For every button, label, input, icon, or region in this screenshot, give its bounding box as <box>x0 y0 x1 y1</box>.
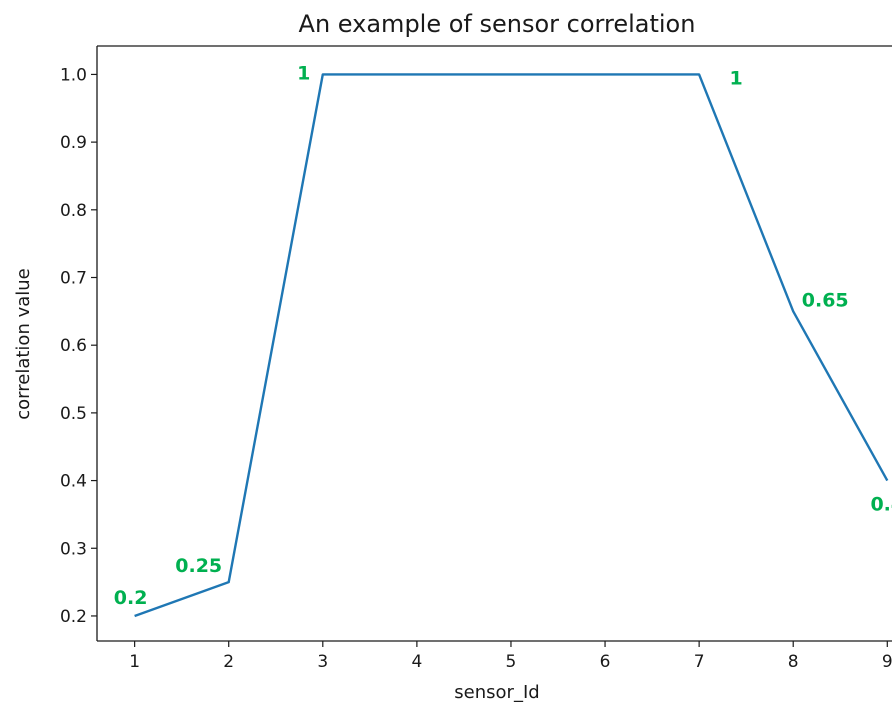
data-label: 0.25 <box>175 555 222 577</box>
y-tick-label: 0.4 <box>60 472 87 492</box>
data-label: 0.65 <box>802 289 849 311</box>
y-tick-label: 1.0 <box>60 65 87 85</box>
x-tick-label: 5 <box>506 652 517 672</box>
chart-title: An example of sensor correlation <box>299 10 696 38</box>
y-tick-label: 0.7 <box>60 269 87 289</box>
plot-area: 1 2 3 4 5 6 7 8 9 0.2 0.3 0.4 0.5 0.6 0.7 0.8 0.9 1.0 0.2 0… <box>60 45 892 672</box>
data-label: 1 <box>730 67 743 89</box>
y-tick-label: 0.6 <box>60 336 87 356</box>
y-tick-label: 0.5 <box>60 404 87 424</box>
x-tick-label: 2 <box>223 652 234 672</box>
data-label: 1 <box>297 62 310 84</box>
y-tick-label: 0.9 <box>60 133 87 153</box>
x-axis-label: sensor_Id <box>454 682 539 703</box>
y-tick-label: 0.3 <box>60 539 87 559</box>
x-tick-label: 1 <box>129 652 140 672</box>
x-tick-label: 8 <box>788 652 799 672</box>
y-tick-label: 0.8 <box>60 201 87 221</box>
x-tick-label: 6 <box>600 652 611 672</box>
x-tick-label: 3 <box>317 652 328 672</box>
series-line <box>134 73 889 618</box>
x-tick-label: 4 <box>411 652 422 672</box>
data-label: 0.4 <box>870 494 892 516</box>
y-tick-label: 0.2 <box>60 607 87 627</box>
x-tick-label: 9 <box>882 652 892 672</box>
y-axis-label: correlation value <box>13 268 34 419</box>
x-tick-label: 7 <box>694 652 705 672</box>
data-label: 0.2 <box>114 587 148 609</box>
